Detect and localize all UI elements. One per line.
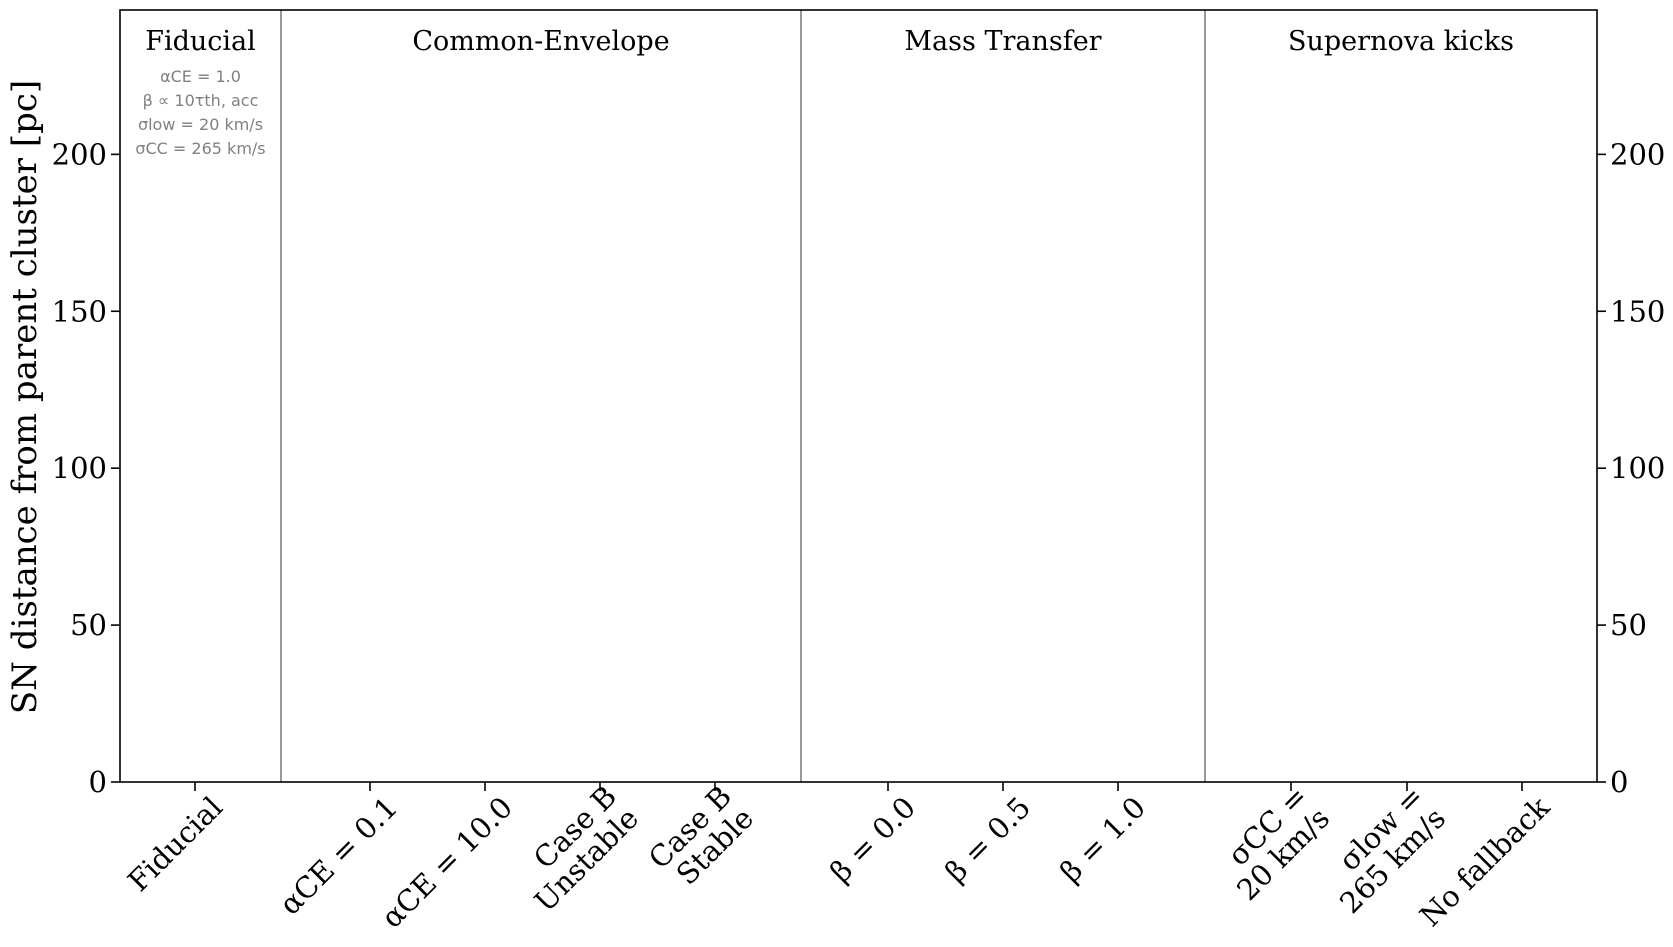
y-tick-label-left: 50: [70, 608, 107, 642]
x-tick-label: Case BStable: [642, 779, 760, 897]
x-tick-label: Case BUnstable: [506, 779, 645, 918]
group-title: Fiducial: [145, 26, 256, 57]
x-tick-label: σCC =20 km/s: [1208, 779, 1336, 907]
x-tick-label: Fiducial: [121, 790, 229, 898]
group-title: Common-Envelope: [412, 26, 669, 57]
y-axis-right: 0 50 100 150 200: [1597, 137, 1665, 799]
y-tick-label-right: 200: [1610, 137, 1665, 171]
fiducial-parameters: αCE = 1.0 β ∝ 10τth, acc σlow = 20 km/s σCC…: [135, 67, 265, 158]
y-tick-label-right: 100: [1610, 451, 1665, 485]
group-dividers: [280, 10, 1206, 782]
x-tick-label: β = 0.5: [938, 790, 1037, 889]
fiducial-param: αCE = 1.0: [160, 67, 241, 86]
y-tick-label-left: 100: [52, 451, 107, 485]
y-tick-label-left: 0: [89, 765, 107, 799]
group-title: Supernova kicks: [1288, 26, 1514, 57]
group-titles: Fiducial Common-Envelope Mass Transfer Supe…: [145, 26, 1514, 57]
y-tick-label-left: 150: [52, 294, 107, 328]
y-tick-label-right: 0: [1610, 765, 1628, 799]
group-title: Mass Transfer: [904, 26, 1101, 57]
y-tick-label-right: 150: [1610, 294, 1665, 328]
fiducial-param: σCC = 265 km/s: [135, 139, 265, 158]
x-tick-label: β = 1.0: [1053, 790, 1152, 889]
y-axis-left: 0 50 100 150 200: [52, 137, 120, 799]
y-tick-label-left: 200: [52, 137, 107, 171]
y-tick-label-right: 50: [1610, 608, 1647, 642]
plot-frame: [119, 9, 1598, 783]
fiducial-param: σlow = 20 km/s: [138, 115, 263, 134]
fiducial-param: β ∝ 10τth, acc: [143, 91, 259, 110]
x-tick-label: β = 0.0: [823, 790, 922, 889]
y-axis-label: SN distance from parent cluster [pc]: [5, 80, 45, 714]
